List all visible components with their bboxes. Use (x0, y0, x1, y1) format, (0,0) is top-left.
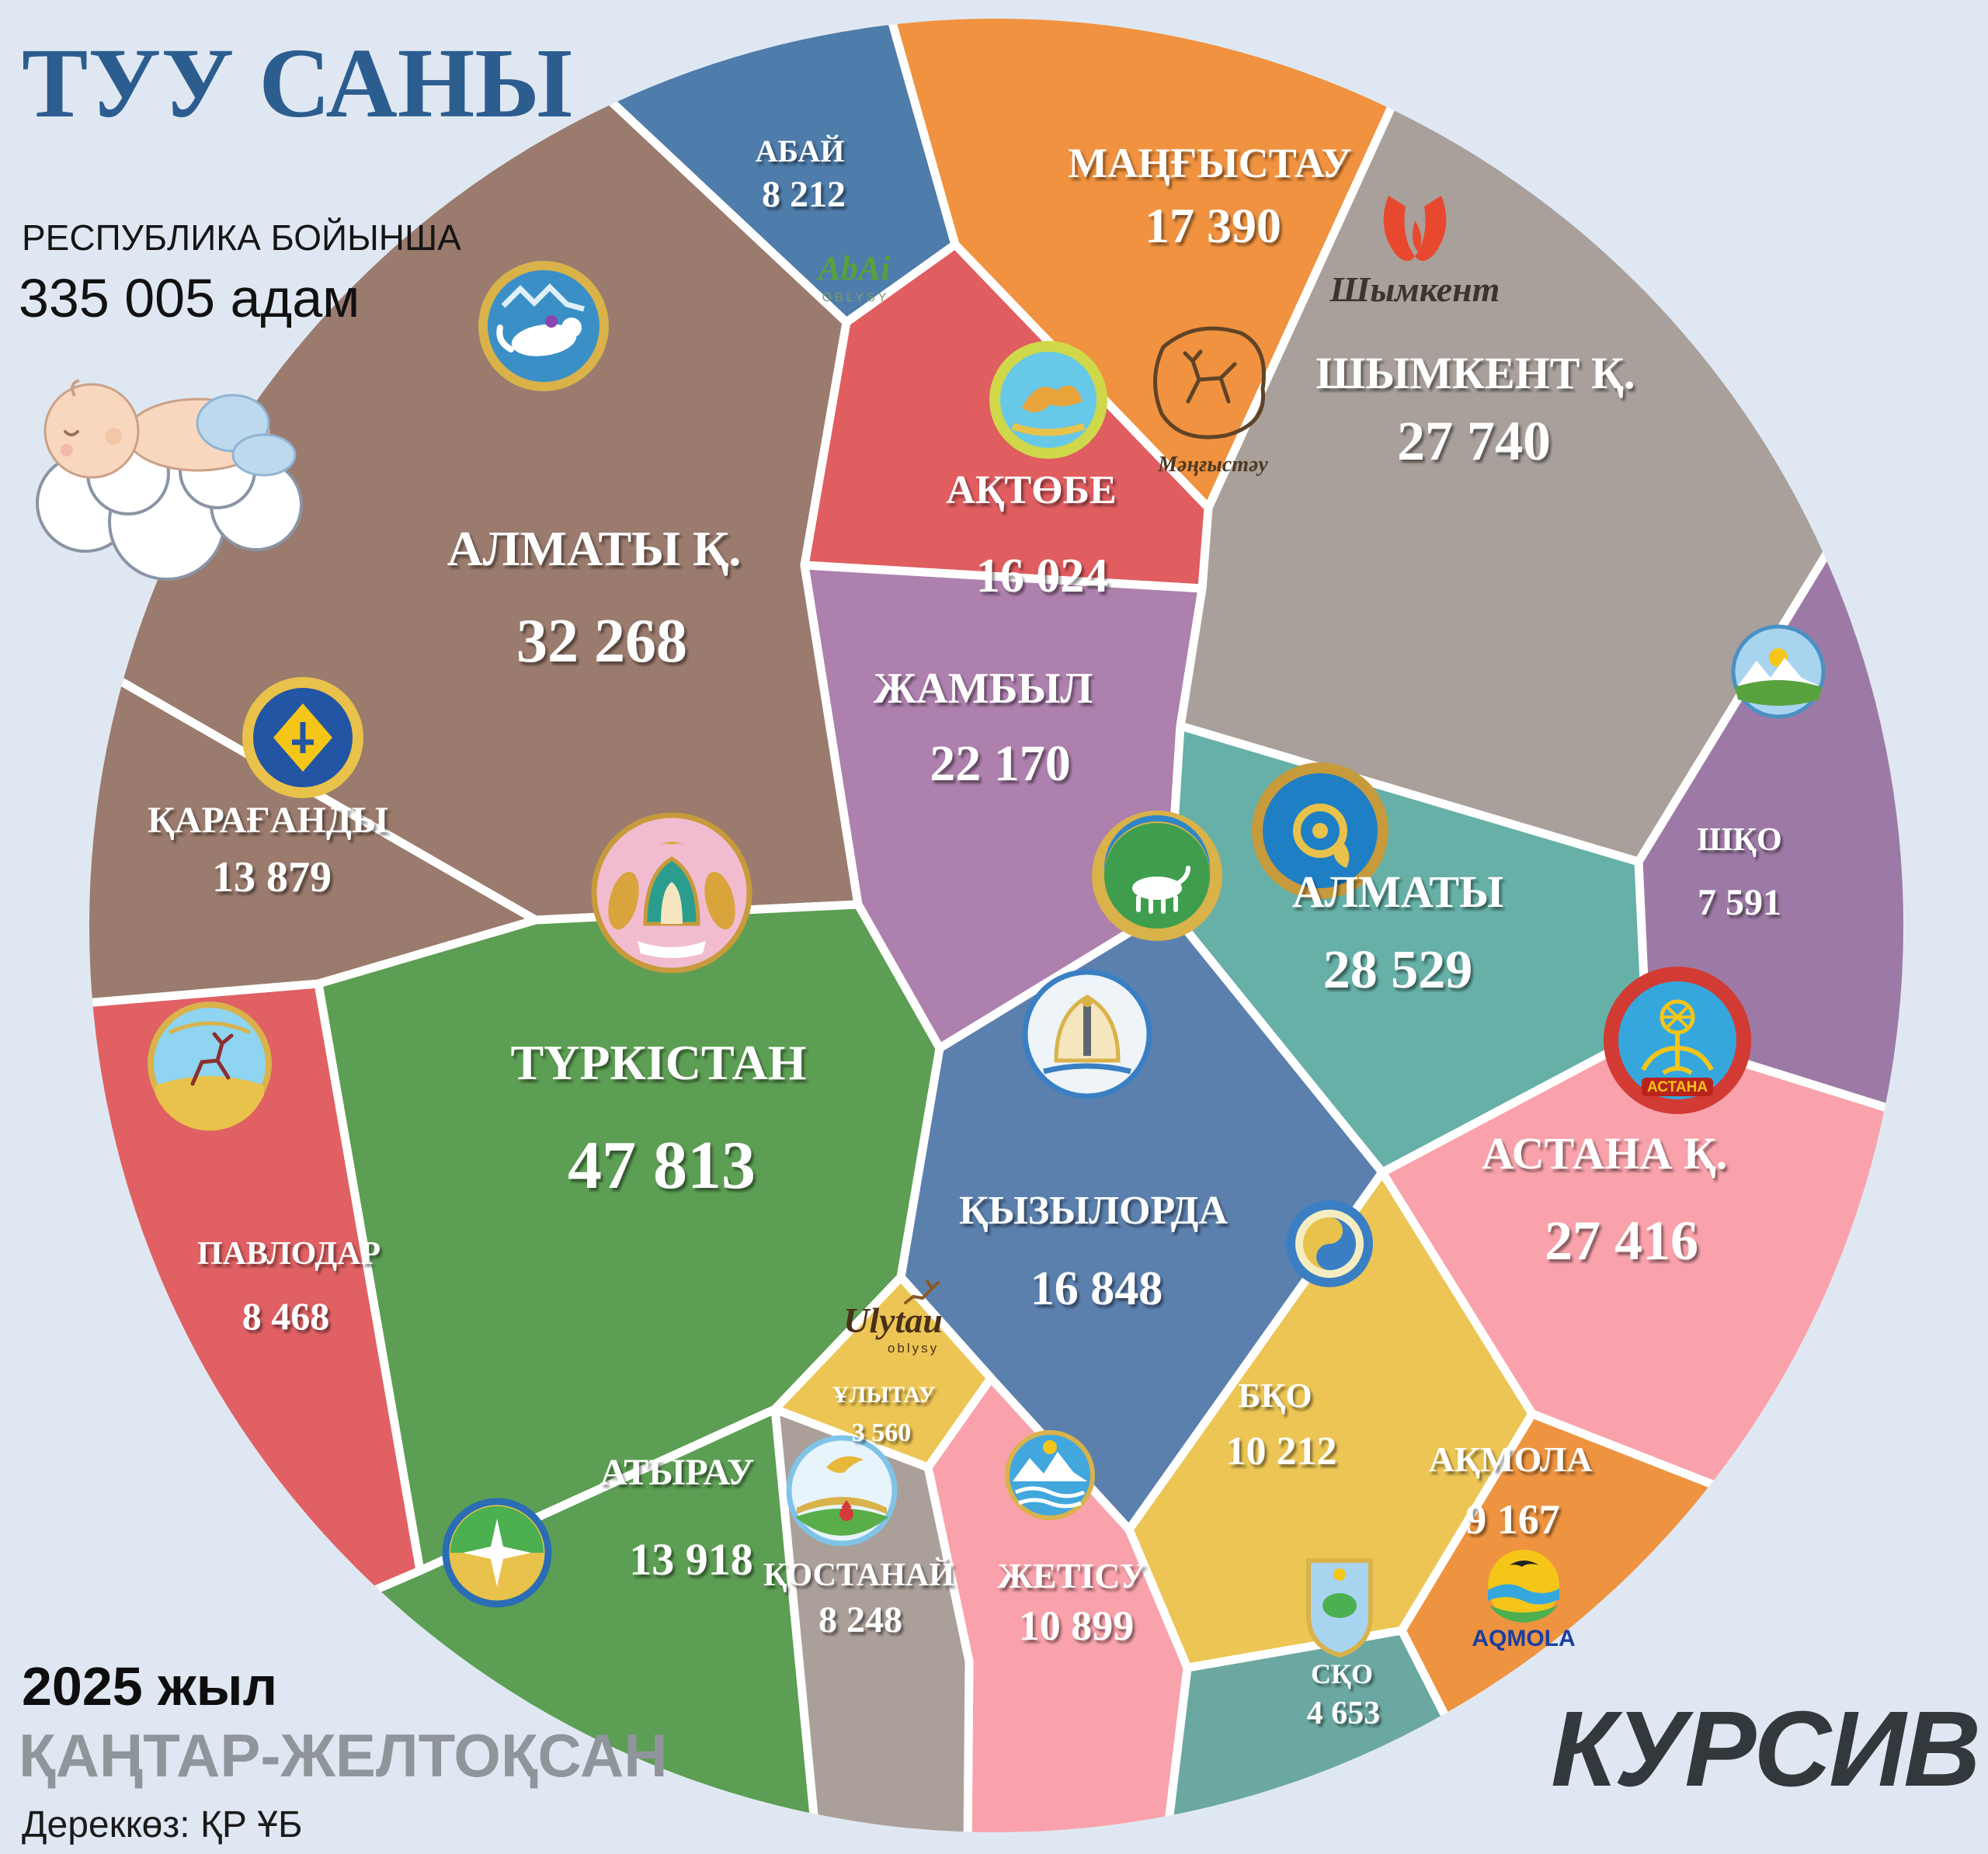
region-name-aqtobe: АҚТӨБЕ (946, 468, 1116, 512)
turkistan-seal-icon (591, 812, 752, 974)
region-name-atyrau: АТЫРАУ (600, 1452, 754, 1493)
region-labels: АБАЙ 8 212 МАҢҒЫСТАУ 17 390 ШЫМКЕНТ Қ. 2… (148, 134, 1782, 1731)
baby-blanket (231, 433, 297, 477)
region-name-astana: АСТАНА Қ. (1482, 1128, 1728, 1179)
region-value-kostanay: 8 248 (818, 1599, 902, 1640)
sleeping-baby-illustration (36, 379, 303, 581)
total-count: 335 005 адам (19, 268, 360, 328)
atyrau-seal-icon (442, 1498, 552, 1608)
region-name-abai: АБАЙ (756, 134, 845, 168)
footer-year: 2025 жыл (22, 1656, 277, 1717)
region-name-karagandy: ҚАРАҒАНДЫ (148, 800, 388, 841)
region-name-almaty-city: АЛМАТЫ Қ. (447, 521, 742, 576)
region-name-zhetisu: ЖЕТІСУ (997, 1556, 1145, 1595)
region-value-zhetisu: 10 899 (1019, 1602, 1135, 1649)
shymkent-tulip-icon: Шымкент (1329, 196, 1500, 309)
baby-closed-eye (64, 430, 79, 436)
zhambyl-seal-icon (1092, 811, 1222, 941)
mangystau-petroglyph-icon: Мәңғыстәу (1153, 326, 1268, 477)
footer: 2025 жыл ҚАҢТАР-ЖЕЛТОҚСАН Дереккөз: ҚР Ұ… (19, 1656, 1981, 1845)
abai-oblysy-logo-icon: AbAi OBLYSY (816, 249, 891, 304)
aqtobe-seal-icon (989, 341, 1107, 459)
region-value-aqmola: 9 167 (1465, 1496, 1560, 1543)
abai-logo-text: AbAi (816, 249, 891, 287)
region-name-shymkent: ШЫМКЕНТ Қ. (1316, 348, 1635, 398)
region-value-karagandy: 13 879 (212, 853, 332, 901)
cell-bqo (1124, 1168, 1537, 1672)
ulytau-logo-text: Ulytau (843, 1300, 943, 1340)
region-value-bqo: 10 212 (1226, 1429, 1337, 1474)
region-value-mangystau: 17 390 (1145, 198, 1281, 253)
region-value-pavlodar: 8 468 (242, 1294, 330, 1338)
baby-head (43, 383, 140, 479)
region-value-turkistan: 47 813 (568, 1128, 756, 1203)
page-title: ТУУ САНЫ (22, 28, 572, 138)
region-name-aqmola: АҚМОЛА (1429, 1439, 1593, 1479)
region-value-shko: 7 591 (1698, 882, 1781, 923)
north-kazakhstan-seal-icon (1306, 1558, 1373, 1658)
region-name-turkistan: ТҮРКІСТАН (510, 1035, 806, 1090)
region-value-astana: 27 416 (1545, 1210, 1698, 1272)
region-name-sko: СҚО (1311, 1658, 1373, 1689)
mangystau-logo-text: Мәңғыстәу (1157, 453, 1268, 477)
region-value-almaty-region: 28 529 (1323, 940, 1473, 1000)
baby-hair-curl (71, 379, 80, 397)
emblems: AbAi OBLYSY Мәңғыстәу Шымкент (148, 196, 1826, 1658)
region-value-kyzylorda: 16 848 (1030, 1262, 1163, 1315)
region-value-sko: 4 653 (1307, 1696, 1381, 1731)
kyzylorda-seal-icon (1022, 969, 1152, 1099)
region-name-kyzylorda: ҚЫЗЫЛОРДА (959, 1189, 1228, 1233)
almaty-region-seal-icon (1252, 762, 1388, 899)
region-name-mangystau: МАҢҒЫСТАУ (1068, 140, 1352, 186)
pavlodar-seal-icon (148, 1002, 272, 1131)
footer-period: ҚАҢТАР-ЖЕЛТОҚСАН (19, 1721, 668, 1790)
east-kazakhstan-seal-icon (1731, 624, 1826, 719)
region-value-abai: 8 212 (762, 174, 846, 215)
region-name-almaty-region: АЛМАТЫ (1292, 866, 1503, 917)
region-name-shko: ШҚО (1697, 822, 1781, 858)
almaty-city-snow-leopard-seal-icon (478, 261, 609, 391)
abai-logo-subtext: OBLYSY (822, 291, 890, 304)
region-name-kostanay: ҚОСТАНАЙ (763, 1557, 954, 1593)
footer-source: Дереккөз: ҚР ҰБ (22, 1804, 302, 1845)
zhetisu-seal-icon (1005, 1430, 1095, 1520)
region-name-zhambyl: ЖАМБЫЛ (874, 665, 1093, 713)
region-value-zhambyl: 22 170 (930, 735, 1071, 792)
region-value-atyrau: 13 918 (629, 1534, 753, 1585)
header: ТУУ САНЫ РЕСПУБЛИКА БОЙЫНША 335 005 адам (19, 28, 572, 328)
region-value-shymkent: 27 740 (1397, 410, 1551, 472)
region-value-almaty-city: 32 268 (516, 607, 687, 675)
kursiv-logo: КУРСИВ (1551, 1689, 1979, 1809)
astana-seal-icon: АСТАНА (1604, 967, 1751, 1114)
west-kazakhstan-seal-icon (1286, 1200, 1373, 1287)
region-name-bqo: БҚО (1238, 1377, 1312, 1415)
aqmola-logo-icon: AQMOLA (1472, 1550, 1576, 1651)
kostanay-seal-icon (786, 1435, 898, 1547)
shymkent-logo-text: Шымкент (1329, 269, 1500, 309)
ulytau-oblysy-logo-icon: Ulytau oblysy (843, 1279, 943, 1356)
page-subtitle: РЕСПУБЛИКА БОЙЫНША (22, 217, 461, 258)
region-value-ulytau: 3 560 (852, 1418, 912, 1447)
karagandy-seal-icon (242, 677, 363, 798)
region-value-aqtobe: 16 024 (976, 550, 1109, 602)
region-name-pavlodar: ПАВЛОДАР (197, 1236, 381, 1272)
aqmola-logo-text: AQMOLA (1472, 1626, 1575, 1651)
astana-seal-banner-text: АСТАНА (1647, 1079, 1708, 1095)
ulytau-logo-subtext: oblysy (888, 1341, 939, 1356)
region-name-ulytau: ҰЛЫТАУ (832, 1382, 935, 1408)
